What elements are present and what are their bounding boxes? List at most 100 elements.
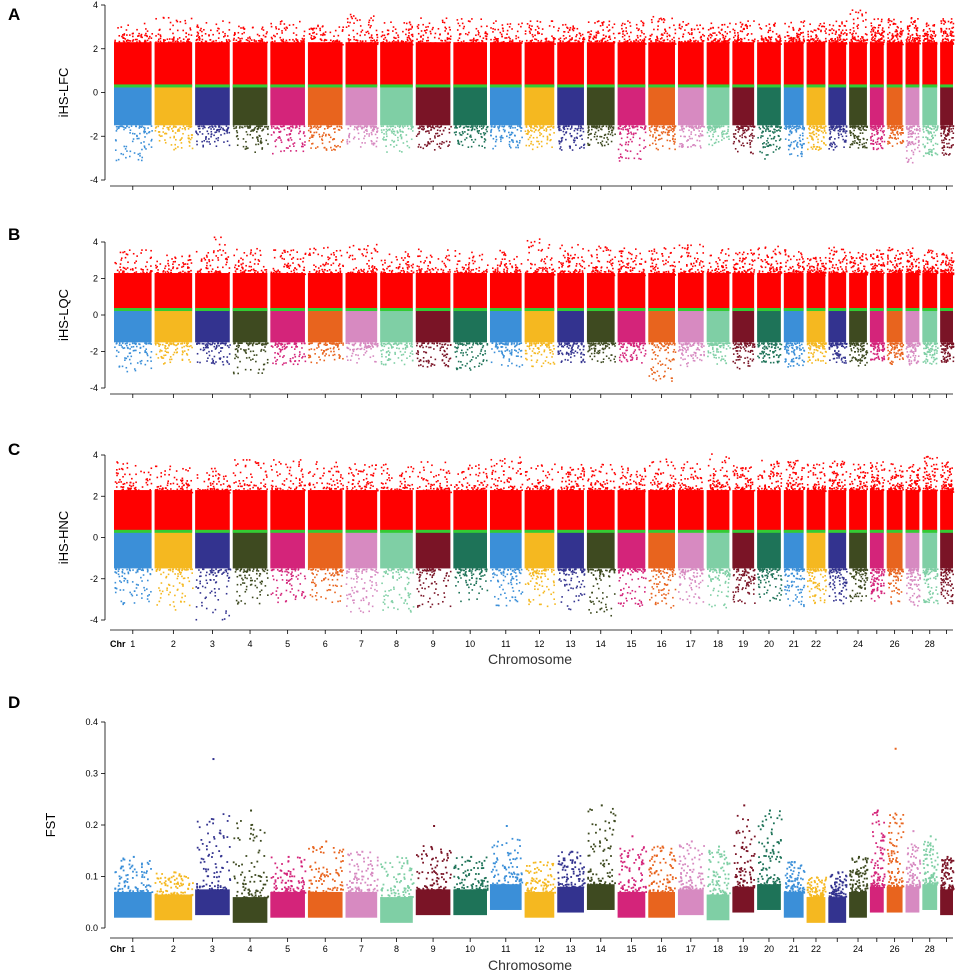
ihs-point (652, 15, 655, 18)
ihs-point (715, 127, 717, 129)
ihs-point (880, 42, 883, 45)
ihs-point (114, 261, 116, 264)
ihs-point (256, 131, 258, 133)
ihs-point (542, 135, 545, 138)
ihs-point (145, 265, 147, 268)
ihs-point (945, 35, 948, 38)
ihs-point (844, 39, 846, 41)
ihs-point (317, 126, 320, 129)
ihs-point (809, 39, 811, 42)
chromosome-4-points (232, 247, 269, 375)
ihs-point (293, 40, 296, 42)
ihs-point (557, 125, 560, 127)
ihs-point (644, 36, 647, 38)
ihs-point (797, 36, 800, 38)
ihs-point (219, 270, 221, 273)
ihs-point (789, 144, 792, 147)
ihs-point (216, 29, 219, 32)
ihs-point (500, 138, 502, 140)
ihs-point (170, 144, 173, 146)
ihs-point (430, 140, 433, 143)
ihs-point (601, 24, 604, 26)
ihs-point (770, 36, 773, 39)
ihs-point (767, 128, 770, 131)
ihs-point (272, 131, 275, 133)
ihs-point (664, 28, 666, 31)
threshold-line (757, 84, 781, 88)
ihs-point (688, 129, 690, 132)
ihs-point (411, 25, 413, 28)
ihs-point (205, 138, 207, 140)
ihs-point (892, 131, 894, 134)
ihs-point (800, 155, 803, 158)
ihs-point (835, 31, 837, 34)
ihs-point (166, 126, 169, 129)
ihs-point (761, 151, 763, 154)
ihs-point (359, 125, 362, 128)
ihs-point (508, 40, 511, 43)
ihs-point (386, 125, 388, 128)
ihs-point (331, 40, 334, 43)
ihs-point (784, 44, 787, 46)
ihs-point (936, 129, 938, 131)
ihs-point (874, 26, 877, 29)
ihs-point (295, 27, 298, 29)
ihs-point (871, 37, 874, 39)
ihs-point (799, 143, 802, 146)
ihs-point (577, 40, 579, 42)
chromosome-11-points (489, 20, 523, 150)
ihs-point (214, 272, 216, 275)
ihs-point (853, 137, 856, 139)
ihs-point (673, 129, 675, 132)
ihs-point (278, 131, 280, 133)
ihs-point (888, 31, 891, 34)
ihs-point (287, 147, 289, 149)
positive-ihs-band (415, 42, 451, 86)
ihs-point (158, 345, 160, 347)
ihs-point (432, 26, 434, 29)
ihs-point (817, 126, 819, 129)
ihs-point (798, 125, 800, 128)
ihs-point (766, 140, 768, 142)
ihs-point (545, 127, 547, 130)
ihs-point (385, 39, 388, 42)
ihs-point (710, 41, 713, 43)
ihs-point (181, 137, 183, 139)
ihs-point (204, 126, 206, 129)
ihs-point (385, 131, 388, 133)
ihs-point (182, 29, 185, 32)
ihs-point (933, 131, 935, 134)
threshold-line (114, 84, 152, 88)
ihs-point (747, 126, 750, 129)
ihs-point (650, 43, 653, 45)
ihs-point (133, 349, 136, 352)
ihs-point (596, 126, 598, 129)
ihs-point (896, 142, 899, 145)
ihs-point (932, 136, 935, 139)
positive-ihs-band (849, 42, 867, 86)
ihs-point (706, 37, 709, 40)
ihs-point (370, 24, 372, 27)
ihs-point (409, 37, 411, 40)
ihs-point (632, 125, 634, 128)
ihs-point (842, 138, 845, 141)
ihs-point (174, 147, 177, 150)
ihs-point (493, 42, 496, 45)
ihs-point (226, 356, 229, 358)
ihs-point (311, 38, 313, 41)
ihs-point (154, 129, 157, 132)
ihs-point (335, 40, 338, 42)
ihs-point (368, 36, 371, 39)
ihs-point (388, 128, 390, 131)
ihs-point (728, 38, 731, 40)
ihs-point (812, 139, 814, 141)
ihs-point (579, 127, 582, 130)
threshold-line (617, 84, 646, 88)
ihs-point (349, 13, 352, 16)
ihs-point (408, 28, 410, 31)
ihs-point (734, 148, 737, 150)
chromosome-14-points (586, 20, 616, 147)
ihs-point (928, 132, 930, 135)
ihs-point (923, 131, 925, 133)
ihs-point (582, 37, 585, 40)
